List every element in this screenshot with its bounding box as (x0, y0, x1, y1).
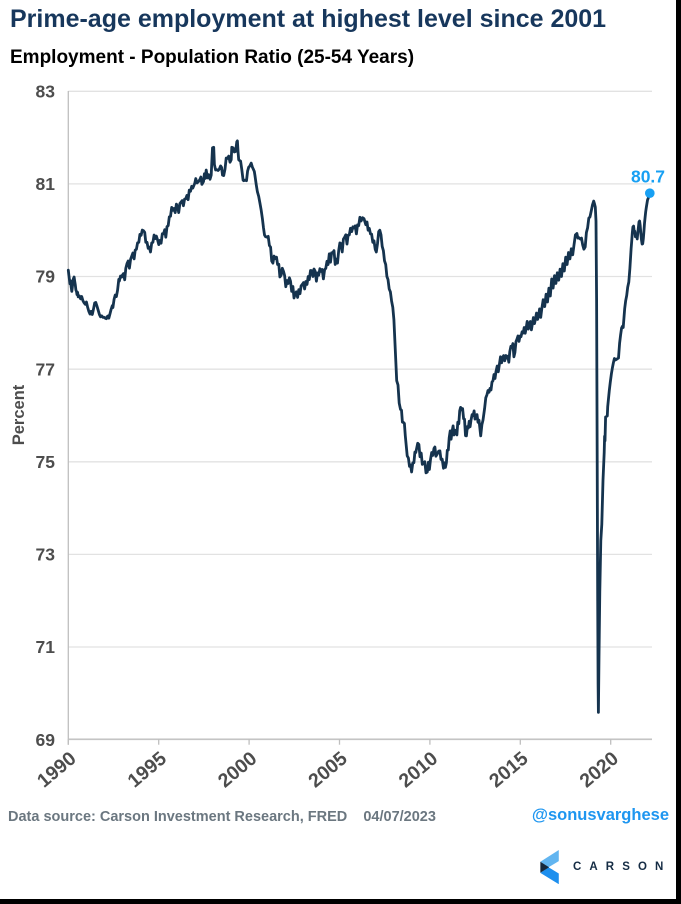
svg-text:77: 77 (36, 359, 55, 379)
svg-text:73: 73 (36, 545, 56, 565)
svg-text:2015: 2015 (485, 747, 532, 792)
svg-text:69: 69 (36, 730, 56, 750)
svg-text:83: 83 (36, 82, 56, 102)
svg-text:2000: 2000 (214, 747, 261, 792)
svg-text:1995: 1995 (124, 747, 171, 792)
svg-text:71: 71 (36, 637, 56, 657)
svg-text:2020: 2020 (576, 747, 623, 792)
svg-text:2005: 2005 (304, 747, 351, 792)
svg-text:Percent: Percent (10, 384, 28, 445)
svg-text:75: 75 (36, 452, 56, 472)
svg-text:81: 81 (36, 174, 56, 194)
svg-text:2010: 2010 (395, 747, 442, 792)
svg-text:1990: 1990 (33, 747, 80, 792)
svg-text:79: 79 (36, 267, 56, 287)
svg-text:80.7: 80.7 (631, 167, 665, 187)
